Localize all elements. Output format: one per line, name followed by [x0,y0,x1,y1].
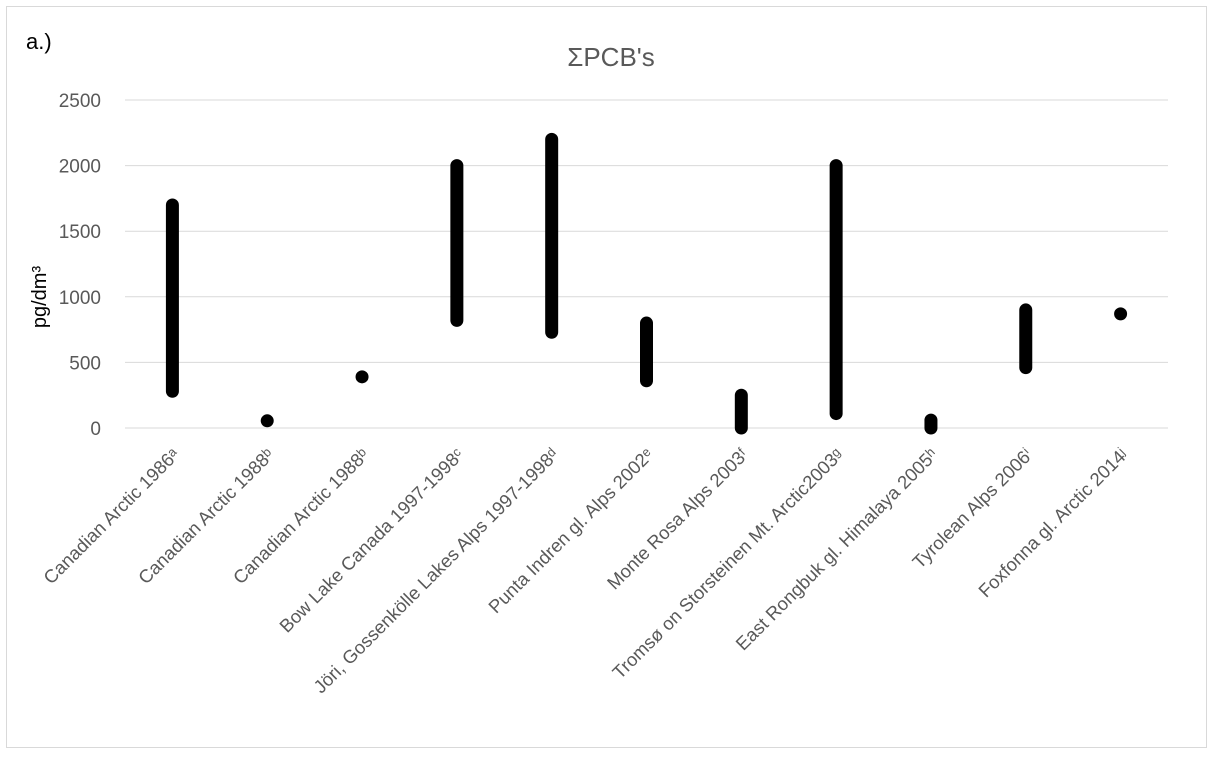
y-tick-label: 500 [69,353,101,374]
y-tick-labels: 0 500 1000 1500 2000 2500 [59,91,101,440]
point-marker [260,414,274,428]
y-tick-label: 1000 [59,288,101,309]
range-marks [165,132,1128,435]
y-tick-label: 0 [90,419,101,440]
chart-border [6,6,1207,748]
panel-label: a.) [26,29,52,54]
chart-title: ΣPCB's [567,42,655,72]
point-marker [355,370,369,384]
y-tick-label: 2500 [59,91,101,112]
y-axis-title: pg/dm³ [29,266,51,329]
y-tick-label: 2000 [59,157,101,178]
y-tick-label: 1500 [59,222,101,243]
grid-layer [125,99,1168,429]
point-marker [1114,307,1128,321]
